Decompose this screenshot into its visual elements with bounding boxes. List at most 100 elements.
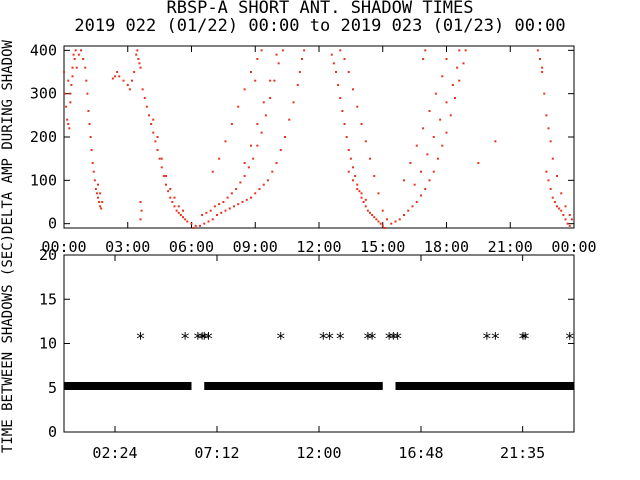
data-point: [131, 79, 133, 82]
data-point: [154, 140, 157, 143]
data-point: [424, 188, 427, 190]
data-point: [377, 220, 380, 223]
data-point: [98, 201, 101, 203]
data-point: [243, 162, 246, 164]
data-point: [141, 88, 144, 91]
data-point: [360, 192, 363, 195]
data-point: [199, 224, 201, 227]
data-point: [140, 209, 143, 212]
data-point: [541, 71, 544, 73]
data-point: [556, 175, 558, 177]
data-point: *: [180, 329, 190, 349]
data-point: [114, 75, 116, 78]
data-point: [201, 214, 204, 216]
data-point: [422, 127, 425, 130]
top-panel: 0 100 200 300 400 00:00 03:00 06:00 09:00 12:00 1…: [0, 40, 597, 256]
data-point: [143, 97, 146, 99]
data-point: [275, 53, 278, 56]
data-point: [126, 84, 129, 86]
data-point: [352, 88, 354, 91]
data-point: [156, 136, 159, 138]
data-point: [94, 188, 97, 190]
data-point: [239, 181, 242, 184]
data-point: [182, 216, 184, 219]
data-point: [158, 157, 161, 160]
data-point: *: [565, 329, 575, 349]
data-point: [63, 71, 65, 73]
data-point: [65, 105, 68, 108]
data-point: [116, 71, 119, 73]
data-point: [369, 211, 371, 214]
data-point: [411, 205, 414, 208]
data-point: *: [384, 329, 394, 349]
data-point: [213, 205, 216, 208]
data-point: [281, 49, 284, 52]
data-point: *: [518, 329, 528, 349]
data-point: [369, 157, 371, 160]
data-point: [454, 97, 456, 99]
data-point: [343, 58, 346, 60]
data-point: [192, 227, 195, 229]
data-point: [381, 224, 384, 227]
data-point: [564, 205, 567, 208]
data-point: [167, 190, 170, 193]
data-point: [173, 196, 176, 199]
data-point: [80, 49, 82, 52]
data-point: [260, 131, 263, 134]
data-point: [133, 71, 136, 73]
xtick-label: 18:00: [424, 238, 469, 256]
data-point: [424, 49, 427, 52]
ytick-label: 0: [48, 215, 57, 233]
data-point: [362, 201, 365, 203]
data-point: [243, 88, 246, 91]
ytick-label: 5: [48, 379, 57, 397]
data-point: [67, 123, 70, 125]
data-point: [88, 123, 91, 125]
data-point: [292, 101, 295, 104]
data-point: [441, 75, 444, 78]
data-point: [150, 123, 153, 125]
data-point: [152, 118, 155, 121]
data-point: [224, 140, 227, 143]
data-point: [564, 218, 567, 221]
data-point: [165, 183, 167, 186]
data-point: [237, 203, 240, 206]
xtick-label: 12:00: [296, 444, 341, 462]
data-point: [426, 153, 429, 156]
xtick-label: 09:00: [233, 238, 278, 256]
data-point: [247, 166, 250, 169]
data-point: [545, 170, 548, 173]
data-point: [296, 84, 299, 86]
data-point: [549, 188, 552, 190]
data-point: [241, 201, 244, 203]
data-point: [345, 136, 348, 138]
data-point: [71, 75, 74, 78]
data-point: [279, 149, 282, 151]
data-point: [137, 58, 140, 60]
data-point: [90, 149, 93, 151]
data-point: [73, 58, 76, 60]
data-point: [269, 79, 272, 82]
xtick-label: 00:00: [41, 238, 86, 256]
data-point: [173, 205, 176, 208]
data-point: [139, 218, 142, 221]
ytick-label: 200: [30, 128, 57, 146]
data-point: [66, 118, 69, 121]
data-point: *: [393, 329, 403, 349]
data-point: [347, 170, 350, 173]
data-point: [330, 53, 333, 56]
data-point: [341, 110, 344, 112]
xtick-label: 12:00: [296, 238, 341, 256]
xtick-label: 06:00: [169, 238, 214, 256]
data-point: [547, 127, 550, 130]
data-point: [413, 183, 416, 186]
data-point: [237, 105, 240, 108]
data-point: [403, 214, 405, 216]
xtick-label: 21:35: [500, 444, 545, 462]
data-point: [233, 205, 235, 208]
data-point: [139, 201, 142, 203]
data-point: [101, 201, 104, 203]
data-point: [541, 66, 544, 69]
